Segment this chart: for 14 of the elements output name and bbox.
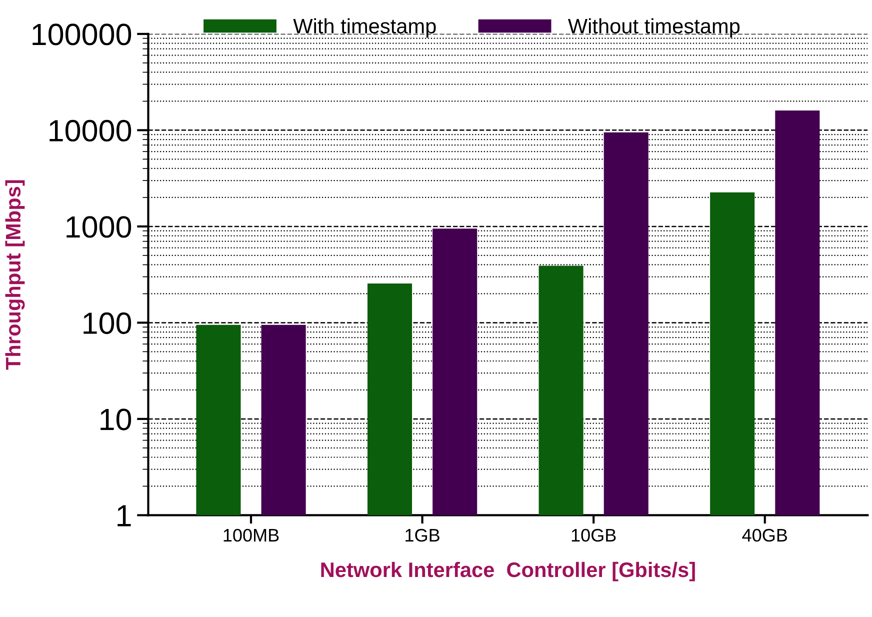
y-tick-label: 100000 — [32, 24, 132, 46]
y-axis-title: Throughput [Mbps] — [5, 180, 25, 370]
x-tick-label: 40GB — [742, 528, 787, 542]
legend-label: Without timestamp — [568, 18, 740, 38]
y-tick-label: 10 — [100, 408, 132, 430]
x-axis-title: Network Interface Controller [Gbits/s] — [321, 562, 695, 582]
legend-label: With timestamp — [293, 18, 436, 38]
y-tick-label: 10000 — [50, 120, 132, 142]
y-tick-label: 1 — [118, 505, 131, 526]
x-tick-label: 100MB — [224, 528, 279, 542]
y-tick-label: 100 — [84, 312, 132, 334]
x-tick-label: 1GB — [406, 528, 440, 542]
x-tick-label: 10GB — [572, 528, 616, 542]
y-tick-label: 1000 — [66, 216, 132, 238]
